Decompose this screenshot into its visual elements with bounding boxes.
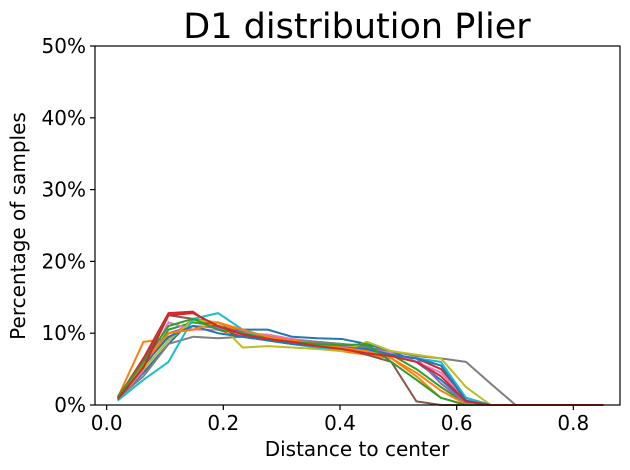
- series-line-12: [117, 321, 604, 406]
- y-tick-label: 20%: [42, 249, 86, 273]
- series-line-1: [117, 317, 604, 406]
- x-tick-label: 0.8: [557, 411, 589, 435]
- series-line-13: [117, 317, 604, 406]
- y-axis-label: Percentage of samples: [6, 112, 30, 340]
- x-axis-label: Distance to center: [265, 437, 450, 461]
- y-tick-label: 40%: [42, 106, 86, 130]
- series-layer: [117, 310, 604, 406]
- x-tick-label: 0.6: [441, 411, 473, 435]
- plot-frame: [94, 45, 621, 406]
- y-tick-label: 0%: [54, 393, 86, 417]
- chart-title: D1 distribution Plier: [183, 7, 531, 47]
- x-tick-label: 0.4: [324, 411, 356, 435]
- series-line-3: [117, 321, 604, 406]
- series-line-9: [117, 319, 604, 406]
- x-tick-label: 0.2: [207, 411, 239, 435]
- x-tick-label: 0.0: [91, 411, 123, 435]
- series-line-8: [117, 335, 604, 406]
- series-line-2: [117, 317, 604, 406]
- x-axis: 0.0 0.2 0.4 0.6 0.8: [91, 405, 589, 435]
- y-axis: 0% 10% 20% 30% 40% 50%: [42, 34, 95, 417]
- y-tick-label: 30%: [42, 178, 86, 202]
- y-tick-label: 50%: [42, 34, 86, 58]
- y-tick-label: 10%: [42, 321, 86, 345]
- series-line-7: [117, 321, 604, 406]
